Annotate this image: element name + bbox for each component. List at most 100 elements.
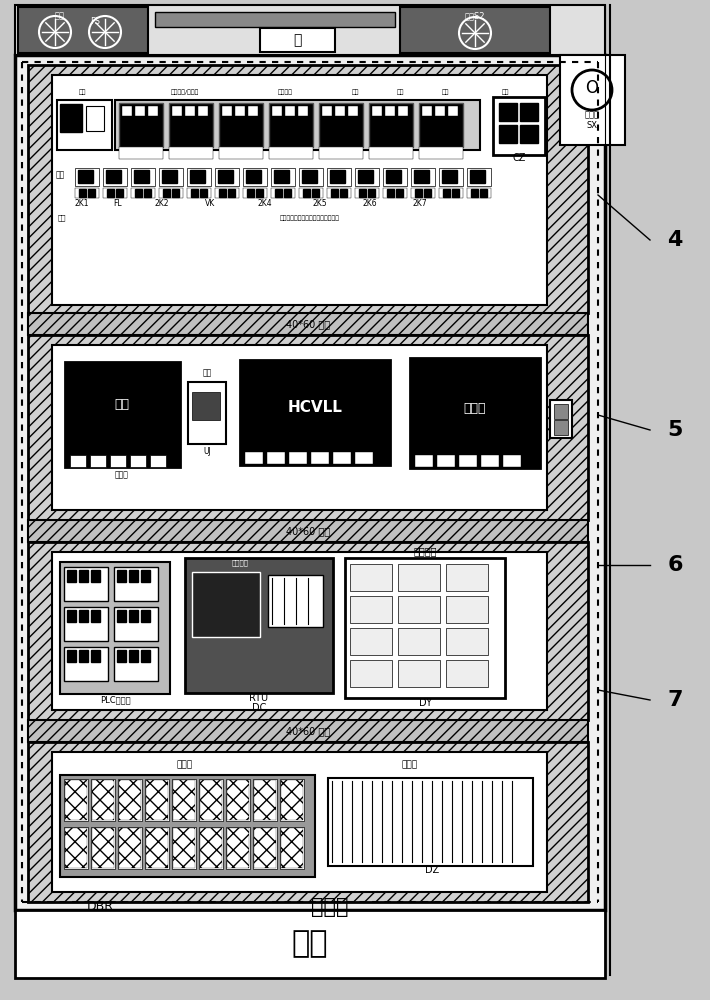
Bar: [246, 170, 261, 183]
Bar: [52, 752, 547, 892]
Bar: [411, 168, 435, 186]
Bar: [419, 147, 463, 159]
Bar: [117, 570, 126, 582]
Bar: [280, 779, 304, 821]
Bar: [15, 5, 605, 55]
Bar: [65, 828, 87, 868]
Bar: [350, 628, 392, 655]
Text: 开关电源: 开关电源: [413, 546, 437, 556]
Bar: [322, 106, 332, 116]
Bar: [173, 780, 195, 820]
Bar: [91, 570, 100, 582]
Bar: [243, 188, 267, 198]
Bar: [52, 552, 547, 710]
Bar: [155, 12, 395, 27]
Bar: [424, 189, 431, 197]
Bar: [268, 575, 323, 627]
Text: DZ: DZ: [425, 865, 439, 875]
Bar: [28, 720, 588, 742]
Bar: [493, 97, 545, 155]
Bar: [415, 189, 422, 197]
Bar: [79, 189, 86, 197]
Bar: [64, 827, 88, 869]
Bar: [289, 452, 307, 464]
Bar: [435, 106, 445, 116]
Text: 7: 7: [667, 690, 683, 710]
Bar: [159, 168, 183, 186]
Bar: [411, 188, 435, 198]
Bar: [144, 189, 151, 197]
Bar: [159, 188, 183, 198]
Text: 电伴热: 电伴热: [311, 897, 349, 917]
Text: 断开: 断开: [351, 89, 359, 95]
Bar: [145, 827, 169, 869]
Bar: [311, 452, 329, 464]
Bar: [256, 189, 263, 197]
Bar: [118, 779, 142, 821]
Bar: [467, 188, 491, 198]
Bar: [355, 168, 379, 186]
Text: 断开断路: 断开断路: [278, 89, 293, 95]
Bar: [219, 189, 226, 197]
Bar: [228, 189, 235, 197]
Bar: [410, 358, 540, 468]
Bar: [114, 647, 158, 681]
Text: 包装模块: 包装模块: [231, 560, 248, 566]
Bar: [480, 189, 487, 197]
Bar: [439, 168, 463, 186]
Bar: [141, 570, 150, 582]
Bar: [187, 188, 211, 198]
Text: 输出: 输出: [55, 170, 65, 180]
Bar: [226, 779, 250, 821]
Bar: [247, 189, 254, 197]
Bar: [345, 558, 505, 698]
Bar: [303, 189, 310, 197]
Bar: [269, 147, 313, 159]
Bar: [330, 170, 345, 183]
Bar: [150, 455, 166, 467]
Bar: [172, 827, 196, 869]
Bar: [396, 189, 403, 197]
Bar: [298, 106, 308, 116]
Text: FS: FS: [90, 17, 100, 26]
Bar: [119, 780, 141, 820]
Bar: [215, 168, 239, 186]
Bar: [198, 106, 208, 116]
Bar: [350, 660, 392, 687]
Bar: [185, 558, 333, 693]
Bar: [64, 779, 88, 821]
Bar: [192, 392, 220, 420]
Bar: [400, 7, 550, 53]
Bar: [64, 567, 108, 601]
Text: 断开: 断开: [396, 89, 404, 95]
Text: 复杂组: 复杂组: [177, 760, 193, 770]
Bar: [227, 780, 249, 820]
Bar: [226, 827, 250, 869]
Bar: [369, 103, 413, 147]
Text: RTU: RTU: [249, 693, 268, 703]
Bar: [91, 610, 100, 622]
Bar: [312, 189, 319, 197]
Bar: [64, 647, 108, 681]
Text: CZ: CZ: [513, 153, 525, 163]
Bar: [28, 335, 588, 520]
Bar: [131, 168, 155, 186]
Bar: [169, 103, 213, 147]
Bar: [437, 455, 455, 467]
Bar: [372, 106, 382, 116]
Bar: [192, 572, 260, 637]
Bar: [280, 827, 304, 869]
Text: 断开: 断开: [78, 89, 86, 95]
Bar: [28, 313, 588, 335]
Bar: [327, 188, 351, 198]
Bar: [419, 103, 463, 147]
Text: 6: 6: [667, 555, 683, 575]
Text: 辅助: 辅助: [501, 89, 509, 95]
Text: 2K5: 2K5: [312, 198, 327, 208]
Bar: [117, 650, 126, 662]
Bar: [319, 147, 363, 159]
Text: UJ: UJ: [203, 448, 211, 456]
Bar: [281, 828, 303, 868]
Bar: [422, 106, 432, 116]
Bar: [18, 7, 148, 53]
